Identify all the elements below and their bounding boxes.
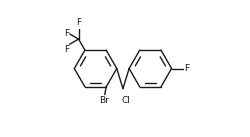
Text: F: F: [184, 64, 189, 73]
Text: F: F: [64, 45, 70, 54]
Text: Cl: Cl: [122, 96, 131, 105]
Text: F: F: [64, 29, 69, 38]
Text: F: F: [76, 18, 81, 27]
Text: Br: Br: [99, 96, 109, 105]
